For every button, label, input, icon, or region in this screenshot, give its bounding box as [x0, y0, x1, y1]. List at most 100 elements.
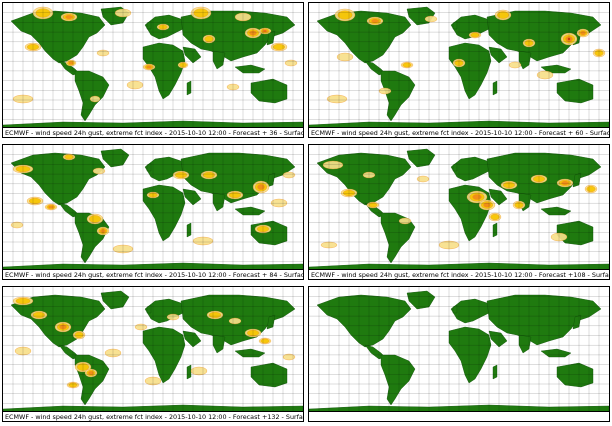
efi-contour-9-level-1 — [209, 311, 221, 319]
efi-contour-8-level-0 — [166, 313, 180, 321]
efi-contour-1-level-1 — [33, 311, 45, 319]
efi-contour-1-level-0 — [362, 171, 376, 179]
efi-contour-5-level-1 — [470, 32, 480, 38]
efi-contour-2-level-2 — [59, 324, 67, 330]
efi-contour-11-level-2 — [257, 184, 265, 190]
land-arabia — [182, 46, 202, 64]
efi-contour-0-level-1 — [35, 8, 51, 18]
land-asia — [486, 294, 602, 346]
efi-contour-11-level-1 — [247, 329, 259, 337]
efi-contour-14-level-0 — [144, 376, 162, 386]
efi-contour-7-level-1 — [27, 43, 39, 51]
efi-contour-1-level-2 — [371, 19, 379, 23]
efi-contour-12-level-0 — [270, 198, 288, 208]
land-madagascar — [492, 222, 498, 238]
efi-contour-6-level-0 — [424, 15, 438, 23]
efi-contour-1-level-2 — [65, 15, 73, 19]
world-map-1 — [3, 3, 303, 129]
efi-contour-14-level-1 — [204, 35, 214, 43]
efi-contour-16-level-0 — [320, 241, 338, 249]
map-panel-2: ECMWF - wind speed 24h gust, extreme fct… — [308, 2, 610, 138]
land-africa — [142, 326, 186, 384]
efi-contour-5-level-2 — [249, 30, 257, 36]
land-japan — [266, 172, 276, 188]
efi-contour-0-level-1 — [15, 165, 31, 173]
world-map-5 — [3, 287, 303, 413]
efi-contour-17-level-0 — [14, 346, 32, 356]
efi-contour-6-level-3 — [263, 30, 267, 32]
efi-contour-4-level-1 — [368, 202, 378, 208]
efi-contour-8-level-1 — [175, 171, 187, 179]
efi-contour-0-level-0 — [322, 160, 344, 170]
efi-contour-13-level-1 — [273, 43, 285, 51]
land-greenland — [406, 290, 436, 310]
efi-contour-4-level-2 — [580, 31, 586, 35]
land-north-america — [316, 294, 412, 348]
efi-contour-13-level-0 — [536, 70, 554, 80]
efi-contour-3-level-1 — [29, 197, 41, 205]
map-caption-4: ECMWF - wind speed 24h gust, extreme fct… — [309, 269, 609, 279]
efi-contour-13-level-0 — [398, 217, 412, 225]
efi-contour-4-level-2 — [48, 205, 54, 209]
land-indonesia — [540, 348, 572, 358]
world-map-3 — [3, 145, 303, 271]
land-uk — [452, 304, 458, 314]
map-panel-5: ECMWF - wind speed 24h gust, extreme fct… — [2, 286, 304, 422]
efi-contour-8-level-0 — [96, 49, 110, 57]
world-map-6 — [309, 287, 609, 413]
efi-contour-10-level-2 — [561, 181, 569, 185]
efi-contour-10-level-0 — [508, 61, 522, 69]
land-europe — [450, 298, 490, 324]
land-australia — [556, 362, 594, 388]
efi-contour-9-level-1 — [524, 39, 534, 47]
land-arabia — [488, 330, 508, 348]
land-south-america — [74, 70, 110, 122]
efi-contour-7-level-1 — [148, 192, 158, 198]
efi-contour-1-level-1 — [64, 154, 74, 160]
land-africa — [448, 42, 492, 100]
land-madagascar — [492, 364, 498, 380]
land-north-america — [10, 10, 106, 64]
land-india — [518, 334, 532, 354]
efi-contour-14-level-0 — [282, 171, 296, 179]
efi-contour-10-level-0 — [228, 317, 242, 325]
land-asia — [180, 10, 296, 62]
efi-contour-9-level-1 — [179, 62, 187, 68]
efi-contour-12-level-1 — [514, 201, 524, 209]
land-japan — [266, 30, 276, 46]
land-arabia — [488, 188, 508, 206]
efi-contour-3-level-1 — [343, 189, 355, 197]
map-panel-3: ECMWF - wind speed 24h gust, extreme fct… — [2, 144, 304, 280]
map-panel-6 — [308, 286, 610, 422]
efi-contour-15-level-1 — [594, 49, 604, 57]
efi-contour-16-level-0 — [192, 236, 214, 246]
efi-contour-15-level-0 — [550, 232, 568, 242]
efi-contour-19-level-0 — [234, 12, 252, 22]
land-japan — [572, 314, 582, 330]
land-uk — [452, 20, 458, 30]
efi-contour-2-level-0 — [114, 8, 132, 18]
land-madagascar — [186, 222, 192, 238]
map-caption-2: ECMWF - wind speed 24h gust, extreme fct… — [309, 127, 609, 137]
efi-contour-0-level-1 — [15, 297, 31, 305]
land-north-america — [316, 10, 412, 64]
land-madagascar — [186, 364, 192, 380]
efi-contour-8-level-1 — [454, 59, 464, 67]
efi-contour-4-level-1 — [77, 363, 89, 371]
efi-contour-12-level-0 — [378, 87, 392, 95]
efi-contour-14-level-0 — [438, 240, 460, 250]
efi-contour-3-level-3 — [567, 37, 571, 41]
efi-contour-6-level-1 — [68, 382, 78, 388]
land-greenland — [100, 290, 130, 310]
map-caption-5: ECMWF - wind speed 24h gust, extreme fct… — [3, 411, 303, 421]
land-europe — [450, 14, 490, 40]
land-india — [212, 192, 226, 212]
efi-contour-2-level-0 — [416, 175, 430, 183]
land-greenland — [406, 148, 436, 168]
land-uk — [146, 162, 152, 172]
efi-contour-6-level-2 — [100, 229, 106, 233]
land-africa — [142, 184, 186, 242]
land-indonesia — [540, 206, 572, 216]
efi-contour-16-level-0 — [126, 80, 144, 90]
efi-contour-11-level-1 — [402, 62, 412, 68]
